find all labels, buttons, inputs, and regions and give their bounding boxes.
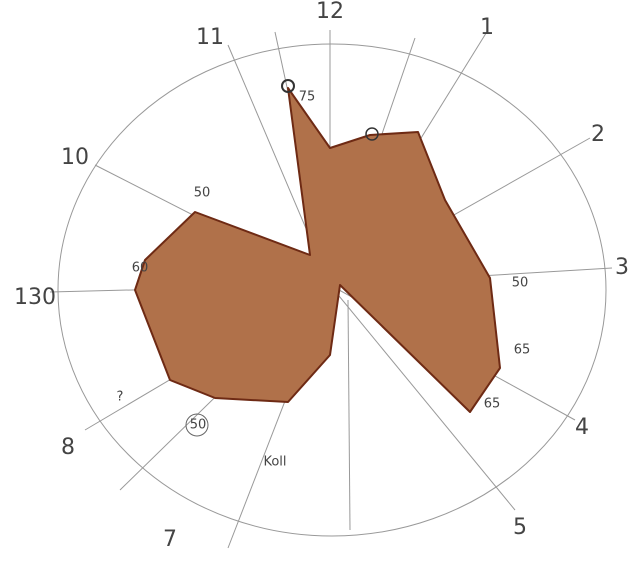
value-label: 75 [299,90,316,105]
value-label: 50 [194,186,211,201]
axis-label: 7 [163,527,177,552]
axis-label: 4 [575,415,589,440]
marker [281,79,295,93]
axis-label: 11 [196,25,224,50]
value-label: 65 [514,343,531,358]
axis-label: 10 [61,145,89,170]
axis-label: 5 [513,515,527,540]
marker [365,127,379,141]
axis-label: 1 [480,15,494,40]
marker [185,413,209,437]
axis-label: 2 [591,122,605,147]
value-label: 60 [132,261,149,276]
axis-label: 12 [316,0,344,24]
value-label: 50 [190,418,207,433]
radar-area [134,87,501,413]
value-label: 65 [484,397,501,412]
axis-label: 8 [61,435,75,460]
axis-label: 3 [615,255,629,280]
value-label: Koll [263,455,286,470]
outer-ring [57,43,607,537]
value-label: ? [117,390,124,405]
value-label: 50 [512,276,529,291]
axis-label: 130 [14,285,56,310]
